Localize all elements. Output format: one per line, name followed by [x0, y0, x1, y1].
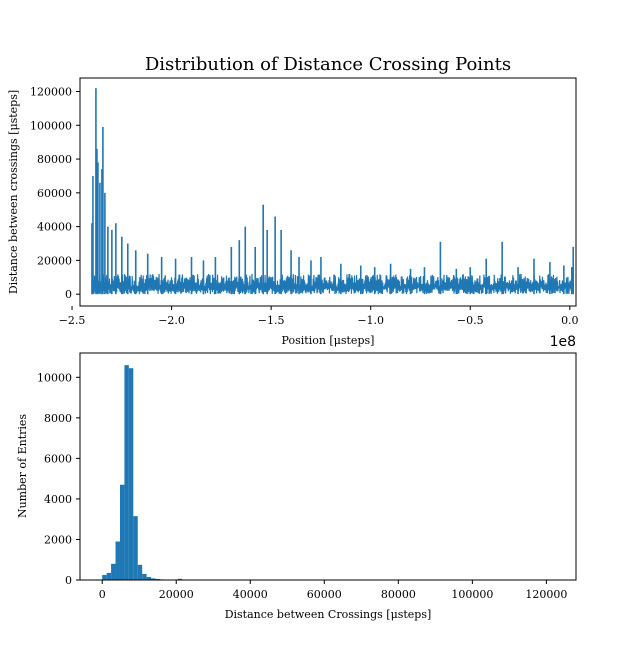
chart1-x-tick-label: −2.0 [158, 314, 185, 327]
chart2-x-tick-label: 0 [99, 588, 106, 601]
chart1-frame [79, 77, 577, 307]
chart2-y-tick-label: 10000 [37, 371, 72, 384]
chart2-x-tick-label: 100000 [451, 588, 493, 601]
chart2-bar-12 [155, 578, 160, 580]
chart2-marks [102, 365, 240, 581]
chart2-x-tick-label: 80000 [381, 588, 416, 601]
chart1-x-tick-label: −2.5 [59, 314, 86, 327]
chart1-x-axis-label: Position [μsteps] [282, 334, 375, 347]
chart1-marks [91, 88, 575, 295]
chart2-y-tick-label: 0 [65, 574, 72, 587]
chart1-x-tick-label: −0.5 [457, 314, 484, 327]
chart2-bar-17 [177, 578, 183, 580]
chart2-bar-2 [111, 563, 116, 580]
chart2-y-axis-label: Number of Entries [16, 414, 29, 518]
chart1-x-offset-label: 1e8 [550, 334, 576, 350]
chart2-y-ticks: 0 2000 4000 6000 8000 10000 [37, 371, 80, 587]
chart2-y-tick-label: 2000 [44, 533, 72, 546]
chart1-x-tick-label: −1.5 [258, 314, 285, 327]
chart2-x-tick-label: 20000 [159, 588, 194, 601]
chart2-y-tick-label: 4000 [44, 493, 72, 506]
chart2-x-tick-label: 60000 [307, 588, 342, 601]
chart1-x-ticks: −2.5 −2.0 −1.5 −1.0 −0.5 0.0 [59, 306, 579, 327]
chart1-y-tick-label: 60000 [37, 187, 72, 200]
chart2-bar-10 [146, 576, 152, 580]
chart1-y-tick-label: 100000 [30, 119, 72, 132]
chart1-x-tick-label: −1.0 [357, 314, 384, 327]
chart2-bar-7 [133, 516, 138, 580]
chart2-bar-5 [124, 365, 129, 580]
chart2-bar-11 [151, 578, 156, 580]
top-line-chart: Distribution of Distance Crossing Points… [7, 54, 579, 350]
chart1-y-ticks: 0 20000 40000 60000 80000 100000 120000 [30, 86, 80, 301]
chart2-bar-4 [119, 484, 125, 580]
chart1-series-line [91, 273, 575, 295]
chart1-y-tick-label: 80000 [37, 153, 72, 166]
chart2-x-tick-label: 120000 [525, 588, 567, 601]
chart1-y-tick-label: 40000 [37, 221, 72, 234]
chart2-bar-6 [128, 368, 134, 580]
chart2-frame [79, 352, 577, 581]
chart1-y-axis-label: Distance between crossings [μsteps] [7, 90, 20, 294]
chart2-bar-1 [106, 572, 112, 580]
chart1-y-tick-label: 0 [65, 288, 72, 301]
bottom-histogram: 0 20000 40000 60000 80000 100000 120000 0 2000 4… [16, 352, 577, 621]
chart1-y-tick-label: 20000 [37, 254, 72, 267]
chart2-bar-3 [115, 541, 120, 580]
chart2-bar-9 [142, 573, 147, 580]
chart1-title: Distribution of Distance Crossing Points [145, 54, 511, 75]
chart2-bar-0 [102, 574, 107, 580]
chart1-x-tick-label: 0.0 [561, 314, 579, 327]
chart2-x-tick-label: 40000 [233, 588, 268, 601]
chart2-x-ticks: 0 20000 40000 60000 80000 100000 120000 [99, 580, 567, 601]
chart2-bar-8 [137, 564, 143, 580]
chart2-y-tick-label: 6000 [44, 452, 72, 465]
chart2-x-axis-label: Distance between Crossings [μsteps] [225, 608, 432, 621]
chart1-y-tick-label: 120000 [30, 86, 72, 99]
chart2-y-tick-label: 8000 [44, 412, 72, 425]
